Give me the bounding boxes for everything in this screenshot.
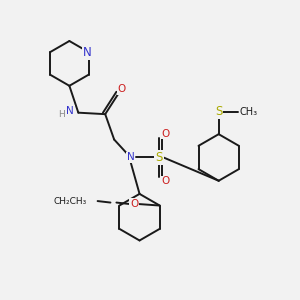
Text: CH₂CH₃: CH₂CH₃: [53, 196, 87, 206]
Text: O: O: [161, 176, 170, 186]
Text: CH₃: CH₃: [240, 107, 258, 117]
Text: O: O: [161, 129, 170, 139]
Text: N: N: [127, 152, 134, 163]
Text: S: S: [215, 105, 222, 118]
Text: N: N: [83, 46, 92, 59]
Text: H: H: [58, 110, 64, 119]
Text: O: O: [118, 84, 126, 94]
Text: O: O: [130, 199, 139, 209]
Text: S: S: [155, 151, 163, 164]
Text: N: N: [66, 106, 74, 116]
